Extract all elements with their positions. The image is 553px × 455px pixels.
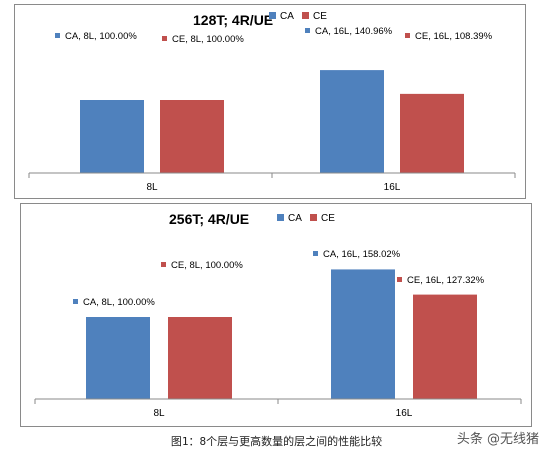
chart1-legend-label-ca: CA [280, 11, 294, 22]
chart1-title: 128T; 4R/UE [193, 12, 273, 28]
chart1-legend-label-ce: CE [313, 11, 327, 22]
chart1-data-label-marker [162, 36, 167, 41]
chart2-legend-label-ce: CE [321, 213, 335, 224]
chart2-data-label-marker [161, 262, 166, 267]
chart2-data-label-marker [73, 299, 78, 304]
figure-caption: 图1：8个层与更高数量的层之间的性能比较 [170, 435, 383, 448]
chart2-data-label-ce-16l: CE, 16L, 127.32% [407, 275, 485, 286]
chart1-bar-ca-8l [80, 100, 144, 173]
chart-128t-plot: 128T; 4R/UE CA CE 8L 16L CA, 8L, 100.00% CE, 8… [28, 11, 516, 193]
chart-256t-plot: 256T; 4R/UE CA CE 8L 16L CA, 8L, 100.00% CE, 8… [34, 211, 522, 419]
chart2-legend-swatch-ce [310, 214, 317, 221]
chart2-data-label-ce-8l: CE, 8L, 100.00% [171, 260, 243, 271]
chart2-data-label-ca-16l: CA, 16L, 158.02% [323, 249, 401, 260]
chart1-category-label-16l: 16L [384, 182, 401, 193]
chart1-data-label-marker [55, 33, 60, 38]
chart2-bar-ce-16l [413, 294, 477, 399]
chart1-data-label-marker [405, 33, 410, 38]
watermark: 头条 @无线猪 [456, 432, 539, 447]
chart1-data-label-ca-16l: CA, 16L, 140.96% [315, 26, 393, 37]
chart-128t: 128T; 4R/UE CA CE 8L 16L CA, 8L, 100.00% CE, 8… [14, 4, 526, 199]
chart2-bar-ca-16l [331, 269, 395, 399]
chart2-legend-label-ca: CA [288, 213, 302, 224]
chart2-legend-swatch-ca [277, 214, 284, 221]
chart1-data-label-ce-8l: CE, 8L, 100.00% [172, 34, 244, 45]
chart1-bar-ce-16l [400, 93, 464, 173]
chart1-legend-swatch-ca [269, 12, 276, 19]
chart1-data-label-ce-16l: CE, 16L, 108.39% [415, 31, 493, 42]
chart2-category-label-8l: 8L [153, 408, 165, 419]
chart2-title: 256T; 4R/UE [169, 211, 249, 227]
chart1-legend-swatch-ce [302, 12, 309, 19]
chart2-bar-ce-8l [168, 317, 232, 399]
chart2-category-label-16l: 16L [396, 408, 413, 419]
chart2-data-label-marker [313, 251, 318, 256]
chart2-data-label-ca-8l: CA, 8L, 100.00% [83, 297, 155, 308]
chart-256t: 256T; 4R/UE CA CE 8L 16L CA, 8L, 100.00% CE, 8… [20, 203, 532, 427]
chart1-data-label-ca-8l: CA, 8L, 100.00% [65, 31, 137, 42]
chart1-data-label-marker [305, 28, 310, 33]
chart1-bar-ca-16l [320, 70, 384, 173]
chart2-data-label-marker [397, 277, 402, 282]
chart1-bar-ce-8l [160, 100, 224, 173]
chart2-bar-ca-8l [86, 317, 150, 399]
chart1-category-label-8l: 8L [146, 182, 158, 193]
